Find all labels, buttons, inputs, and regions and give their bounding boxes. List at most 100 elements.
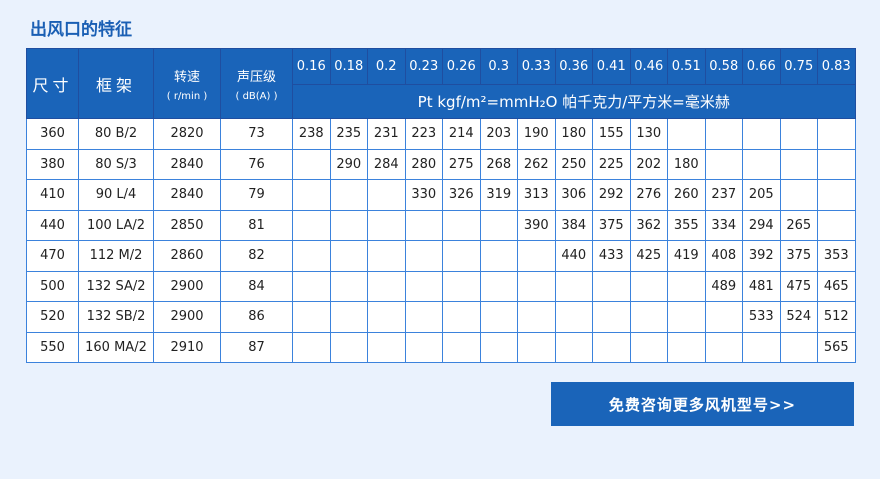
- cell-airflow: [329, 179, 368, 211]
- cell-airflow: 392: [742, 240, 781, 272]
- cell-airflow: 130: [629, 118, 668, 150]
- cell-airflow: [554, 331, 593, 363]
- cell-airflow: 408: [704, 240, 743, 272]
- cell-speed: 2900: [153, 301, 221, 333]
- cell-airflow: 481: [742, 270, 781, 302]
- cell-airflow: 425: [629, 240, 668, 272]
- header-pressure: 0.18: [329, 48, 368, 85]
- consult-more-models-button[interactable]: 免费咨询更多风机型号>>: [551, 382, 854, 426]
- cell-airflow: 313: [517, 179, 556, 211]
- cell-airflow: [442, 240, 481, 272]
- header-spl: 声压级( dB(A) ): [220, 48, 293, 119]
- cell-speed: 2860: [153, 240, 221, 272]
- cell-airflow: [404, 209, 443, 241]
- cell-airflow: 223: [404, 118, 443, 150]
- table-row: 470 112 M/2 2860 82 440 433 425 419 408 392 375 353: [26, 240, 856, 272]
- cell-airflow: 375: [592, 209, 631, 241]
- cell-airflow: [629, 301, 668, 333]
- cell-airflow: [629, 270, 668, 302]
- cell-airflow: [442, 301, 481, 333]
- cell-airflow: [404, 270, 443, 302]
- cell-airflow: [742, 331, 781, 363]
- header-pressure: 0.2: [367, 48, 406, 85]
- cell-airflow: [667, 331, 706, 363]
- table-row: 410 90 L/4 2840 79 330 326 319 313 306 292 276 260 2…: [26, 179, 856, 211]
- cell-frame: 90 L/4: [78, 179, 154, 211]
- cell-airflow: [704, 118, 743, 150]
- cell-airflow: [292, 240, 331, 272]
- cell-airflow: 440: [554, 240, 593, 272]
- cell-airflow: [329, 331, 368, 363]
- cell-airflow: 306: [554, 179, 593, 211]
- cell-airflow: [779, 148, 818, 180]
- cell-airflow: [592, 301, 631, 333]
- cell-airflow: [442, 209, 481, 241]
- cell-airflow: [742, 118, 781, 150]
- cell-airflow: 489: [704, 270, 743, 302]
- cell-spl: 73: [220, 118, 293, 150]
- cell-spl: 87: [220, 331, 293, 363]
- header-size: 尺寸: [26, 48, 79, 119]
- cell-airflow: [667, 270, 706, 302]
- table-row: 360 80 B/2 2820 73 238 235 231 223 214 203 190 180 1…: [26, 118, 856, 150]
- cell-airflow: [779, 331, 818, 363]
- cell-airflow: 362: [629, 209, 668, 241]
- section-title: 出风口的特征: [30, 20, 132, 40]
- cell-airflow: [367, 179, 406, 211]
- cell-airflow: [629, 331, 668, 363]
- cell-airflow: [479, 270, 518, 302]
- cell-size: 500: [26, 270, 79, 302]
- cell-airflow: 294: [742, 209, 781, 241]
- cell-airflow: [554, 270, 593, 302]
- header-pressure: 0.51: [667, 48, 706, 85]
- cell-airflow: [517, 240, 556, 272]
- header-pressure: 0.26: [442, 48, 481, 85]
- cell-airflow: [442, 331, 481, 363]
- cell-airflow: 155: [592, 118, 631, 150]
- cell-size: 380: [26, 148, 79, 180]
- cell-airflow: [292, 331, 331, 363]
- header-pressure: 0.41: [592, 48, 631, 85]
- cell-airflow: [592, 331, 631, 363]
- header-pressure: 0.66: [742, 48, 781, 85]
- header-pressure: 0.75: [779, 48, 818, 85]
- cell-airflow: 375: [779, 240, 818, 272]
- cell-airflow: 419: [667, 240, 706, 272]
- cell-airflow: 433: [592, 240, 631, 272]
- cell-speed: 2900: [153, 270, 221, 302]
- cell-airflow: 214: [442, 118, 481, 150]
- header-pressure: 0.46: [629, 48, 668, 85]
- cell-airflow: [817, 118, 856, 150]
- cell-speed: 2850: [153, 209, 221, 241]
- fan-characteristics-table: 尺寸 框架 转速( r/min ) 声压级( dB(A) ) 0.16 0.18 0…: [26, 48, 856, 363]
- cell-airflow: [367, 240, 406, 272]
- cell-airflow: 250: [554, 148, 593, 180]
- cell-speed: 2910: [153, 331, 221, 363]
- cell-airflow: [292, 148, 331, 180]
- cell-size: 440: [26, 209, 79, 241]
- cell-airflow: 231: [367, 118, 406, 150]
- cell-airflow: 475: [779, 270, 818, 302]
- cell-airflow: 330: [404, 179, 443, 211]
- cell-spl: 79: [220, 179, 293, 211]
- cell-airflow: 524: [779, 301, 818, 333]
- cell-airflow: [479, 301, 518, 333]
- header-pressure: 0.58: [704, 48, 743, 85]
- cell-airflow: 390: [517, 209, 556, 241]
- header-pressure: 0.83: [817, 48, 856, 85]
- cell-airflow: 275: [442, 148, 481, 180]
- cell-airflow: [667, 118, 706, 150]
- cell-airflow: [479, 209, 518, 241]
- cell-airflow: [742, 148, 781, 180]
- cell-airflow: 319: [479, 179, 518, 211]
- cell-airflow: 533: [742, 301, 781, 333]
- cell-airflow: 202: [629, 148, 668, 180]
- cell-airflow: 290: [329, 148, 368, 180]
- cell-airflow: 203: [479, 118, 518, 150]
- cell-airflow: 260: [667, 179, 706, 211]
- table-row: 380 80 S/3 2840 76 290 284 280 275 268 262 250 225 2…: [26, 148, 856, 180]
- header-pressure: 0.33: [517, 48, 556, 85]
- cell-airflow: [292, 209, 331, 241]
- cell-speed: 2820: [153, 118, 221, 150]
- cell-airflow: [817, 148, 856, 180]
